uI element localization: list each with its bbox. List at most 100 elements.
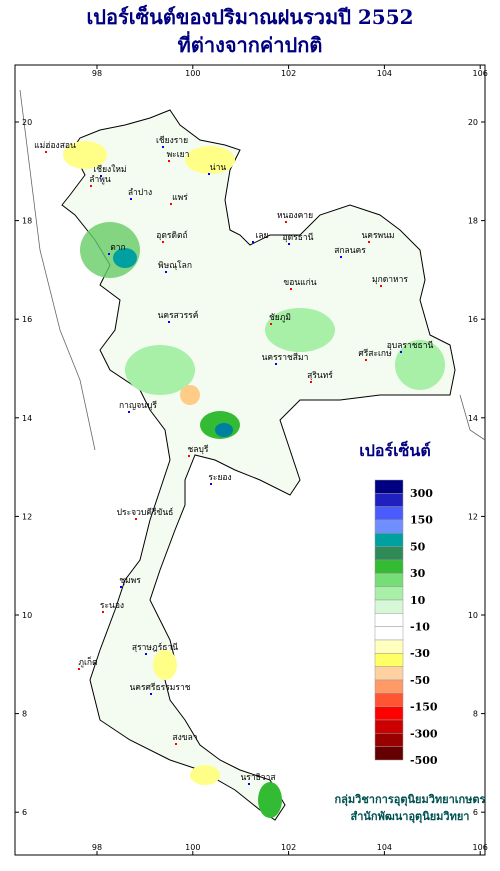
subtitle: ที่ต่างจากค่าปกติ <box>178 30 323 57</box>
station <box>288 243 290 245</box>
province-label: ศรีสะเกษ <box>358 348 392 359</box>
lon-tick-label: 98 <box>92 843 102 852</box>
province-label: ประจวบคีรีขันธ์ <box>117 507 174 518</box>
lat-tick-label: 18 <box>468 217 478 226</box>
legend-swatch <box>374 519 404 534</box>
province-label: ระนอง <box>100 601 124 611</box>
legend-swatch <box>374 479 404 494</box>
title: เปอร์เซ็นต์ของปริมาณฝนรวมปี 2552 <box>86 4 413 29</box>
province-label: เชียงราย <box>156 135 188 146</box>
province-label: นราธิวาส <box>240 773 276 783</box>
lon-tick-label: 106 <box>473 69 488 78</box>
province-label: แม่ฮ่องสอน <box>34 141 76 151</box>
province-label: นครพนม <box>361 231 394 241</box>
legend-label: 300 <box>410 487 433 500</box>
station <box>45 151 47 153</box>
station <box>162 241 164 243</box>
lat-tick-label: 20 <box>22 118 32 127</box>
province-label: สงขลา <box>172 733 197 743</box>
legend-label: -10 <box>410 621 430 634</box>
legend-swatch <box>374 493 404 507</box>
station <box>380 285 382 287</box>
lon-tick-label: 106 <box>473 843 488 852</box>
lat-tick-label: 14 <box>22 414 32 423</box>
lat-tick-label: 8 <box>473 710 478 719</box>
station <box>368 241 370 243</box>
province-label: ระยอง <box>208 473 231 483</box>
station <box>310 381 312 383</box>
lat-tick-label: 6 <box>22 808 27 817</box>
legend-label: -50 <box>410 674 430 687</box>
rain-zone <box>395 340 445 390</box>
legend-label: 30 <box>410 567 426 580</box>
station <box>210 483 212 485</box>
province-label: ชัยภูมิ <box>269 313 291 323</box>
rain-zone <box>63 141 107 169</box>
legend-swatch <box>374 533 404 547</box>
rain-zone <box>265 308 335 352</box>
legend-swatch <box>374 639 404 654</box>
credit: สำนักพัฒนาอุตุนิยมวิทยา <box>351 810 470 824</box>
station <box>208 173 210 175</box>
lat-tick-label: 20 <box>468 118 478 127</box>
province-label: ตาก <box>110 243 125 253</box>
station <box>275 363 277 365</box>
legend-swatch <box>374 506 404 521</box>
province-label: เลย <box>255 231 268 241</box>
province-label: มุกดาหาร <box>372 275 408 285</box>
station <box>175 743 177 745</box>
station <box>102 611 104 613</box>
border-line <box>459 394 486 441</box>
station <box>135 518 137 520</box>
legend-swatch <box>374 626 404 641</box>
lat-tick-label: 8 <box>22 710 27 719</box>
station <box>162 146 164 148</box>
lat-tick-label: 10 <box>22 611 32 620</box>
rain-zone <box>180 385 200 405</box>
legend-swatch <box>374 693 404 707</box>
legend-swatch <box>374 559 404 574</box>
province-label: ขอนแก่น <box>283 278 316 288</box>
lon-tick-label: 102 <box>281 69 296 78</box>
province-label: สุราษฎร์ธานี <box>132 642 178 653</box>
neighbors <box>19 89 486 451</box>
legend-swatch <box>374 599 404 614</box>
legend-label: 50 <box>410 540 426 553</box>
legend-swatch <box>374 546 404 561</box>
province-label: ชลบุรี <box>188 444 209 455</box>
lon-tick-label: 104 <box>377 843 392 852</box>
rain-zone <box>258 782 282 818</box>
station <box>145 653 147 655</box>
lon-tick-label: 102 <box>281 843 296 852</box>
legend-swatch <box>374 613 404 627</box>
lat-tick-label: 12 <box>22 512 32 521</box>
station <box>285 221 287 223</box>
station <box>340 256 342 258</box>
lat-tick-label: 16 <box>468 315 478 324</box>
province-label: อุดรธานี <box>283 232 314 243</box>
lat-tick-label: 18 <box>22 217 32 226</box>
legend-swatch <box>374 733 404 747</box>
rain-zone <box>113 248 137 268</box>
province-label: ภูเก็ต <box>78 656 97 668</box>
legend-swatch <box>374 586 404 601</box>
station <box>90 185 92 187</box>
rain-zone <box>185 146 235 174</box>
legend-swatch <box>374 573 404 587</box>
legend-swatch <box>374 706 404 721</box>
station <box>252 241 254 243</box>
province-label: กาญจนบุรี <box>119 400 157 411</box>
lat-tick-label: 10 <box>468 611 478 620</box>
province-label: อุบลราชธานี <box>387 340 434 351</box>
station <box>168 321 170 323</box>
rain-zone <box>190 765 220 785</box>
station <box>365 359 367 361</box>
lon-tick-label: 100 <box>185 843 200 852</box>
legend-label: -30 <box>410 647 430 660</box>
legend-label: 150 <box>410 514 433 527</box>
station <box>78 668 80 670</box>
lat-tick-label: 16 <box>22 315 32 324</box>
lat-tick-label: 12 <box>468 512 478 521</box>
province-label: นครศรีธรรมราช <box>129 682 190 693</box>
station <box>100 175 102 177</box>
